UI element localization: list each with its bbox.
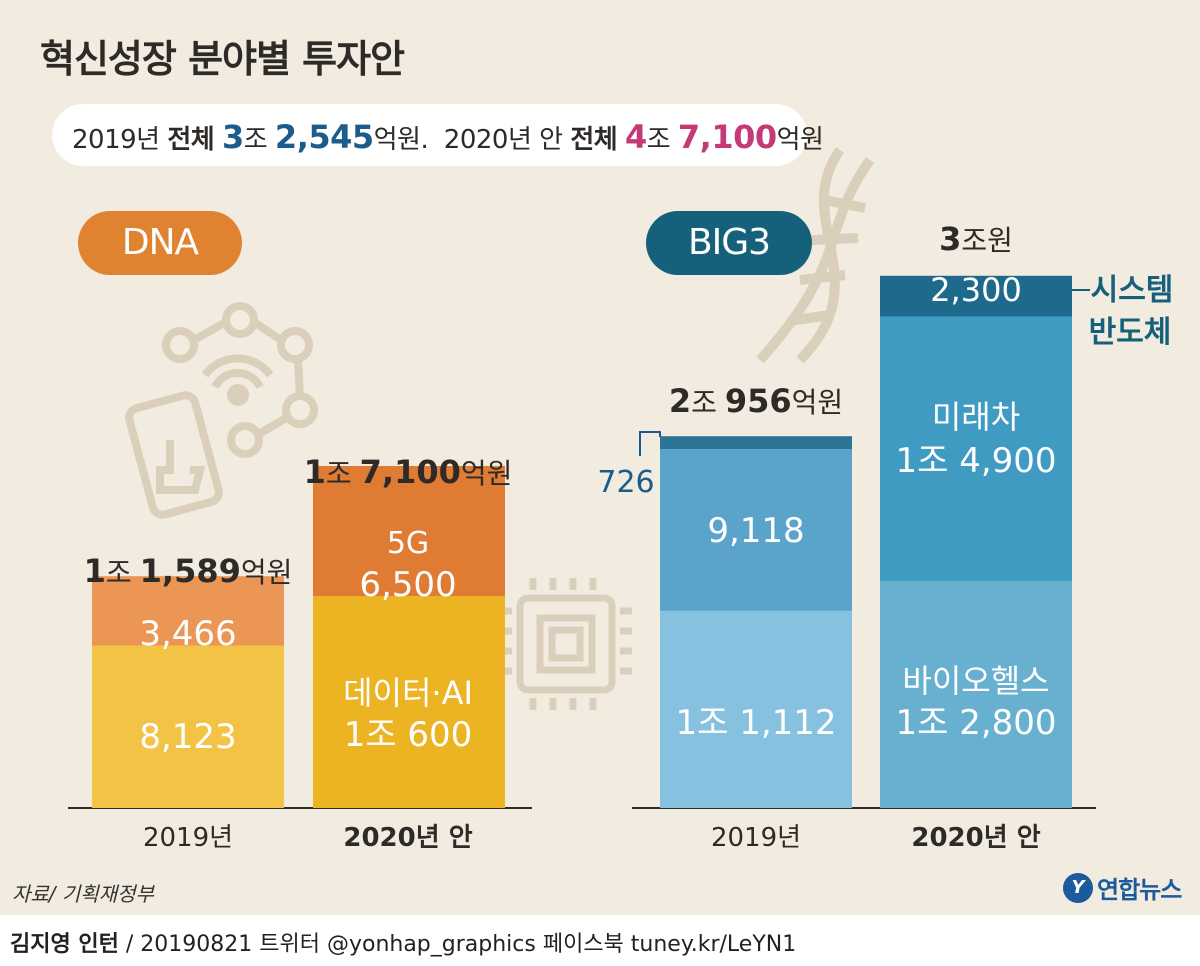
big3-2020-total: 3조원 xyxy=(939,220,1013,258)
dna-2019-total-unit: 억원 xyxy=(241,556,293,589)
summary-2019-eok: 2,545 xyxy=(274,118,374,156)
big3-category-2019: 2019년 xyxy=(711,823,801,853)
credit-details: / 20190821 트위터 @yonhap_graphics 페이스북 tun… xyxy=(125,932,797,957)
summary-2019-jo-unit: 조 xyxy=(243,125,268,155)
decor-chip-icon xyxy=(500,578,632,710)
yonhap-logo-icon: Y xyxy=(1063,872,1093,903)
dna-2020-total-jo-unit: 조 xyxy=(326,457,352,490)
dna-2019-total-jo-unit: 조 xyxy=(106,556,132,589)
big3-2020-car-segment xyxy=(880,316,1072,581)
dna-2020-total-rest: 7,100 xyxy=(360,453,461,491)
big3-2020-car-name: 미래차 xyxy=(932,398,1020,436)
dna-2020-total-jo: 1 xyxy=(304,453,326,491)
yonhap-logo: Y 연합뉴스 xyxy=(1063,870,1182,905)
summary-2020-eok: 7,100 xyxy=(677,118,777,156)
dna-2020-5g-value: 6,500 xyxy=(359,565,456,605)
big3-2020-bio-name: 바이오헬스 xyxy=(902,662,1049,700)
summary-2019-unit: 억원. xyxy=(373,125,429,155)
dna-group-pill: DNA xyxy=(78,211,242,275)
big3-2020-car-value: 1조 4,900 xyxy=(895,441,1056,481)
big3-2019-total-jo-unit: 조 xyxy=(691,386,717,419)
dna-2019-total-jo: 1 xyxy=(84,552,106,590)
big3-bar-2020 xyxy=(880,275,1072,808)
dna-2019-5g-segment xyxy=(92,576,284,646)
summary-box: 2019년 전체 3조 2,545억원. 2020년 안 전체 4조 7,100… xyxy=(52,104,824,166)
infographic-background: 혁신성장 분야별 투자안 2019년 전체 3조 2,545억원. 2020년 … xyxy=(0,0,1200,915)
credit-author: 김지영 인턴 xyxy=(10,932,119,957)
summary-2020-label: 2020년 안 xyxy=(443,125,563,155)
big3-bar-2019 xyxy=(660,436,852,808)
dna-2019-total-rest: 1,589 xyxy=(140,552,241,590)
big3-2020-chip-segment xyxy=(880,275,1072,317)
big3-2020-total-jo-unit: 조원 xyxy=(961,224,1013,257)
big3-2019-car-value: 9,118 xyxy=(707,511,804,551)
big3-2020-chip-value: 2,300 xyxy=(930,271,1022,309)
decor-network-hand-icon xyxy=(125,302,318,519)
big3-2019-chip-leader xyxy=(639,431,661,456)
big3-2020-total-jo: 3 xyxy=(939,220,961,258)
dna-2020-5g-segment xyxy=(313,466,505,596)
big3-2019-car-segment xyxy=(660,449,852,611)
big3-2019-chip-value: 726 xyxy=(597,465,654,500)
investment-chart: 8,123 3,466 데이터·AI 1조 600 5G 6,500 1조 1,5… xyxy=(68,147,1174,853)
big3-2020-bio-segment xyxy=(880,580,1072,808)
summary-2020-total-label: 전체 xyxy=(570,125,618,155)
dna-bar-2020 xyxy=(313,466,505,808)
dna-2019-data-ai-segment xyxy=(92,645,284,808)
dna-2020-total-unit: 억원 xyxy=(461,457,513,490)
big3-2019-bio-value: 1조 1,112 xyxy=(675,703,836,743)
summary-text: 2019년 전체 3조 2,545억원. 2020년 안 전체 4조 7,100… xyxy=(72,118,824,156)
credit-footer: 김지영 인턴 / 20190821 트위터 @yonhap_graphics 페… xyxy=(10,926,796,958)
dna-2020-data-ai-segment xyxy=(313,596,505,808)
dna-2020-data-ai-name: 데이터·AI xyxy=(343,674,473,712)
big3-group-pill: BIG3 xyxy=(646,211,812,275)
big3-category-2020: 2020년 안 xyxy=(911,823,1040,853)
dna-category-2020: 2020년 안 xyxy=(343,823,472,853)
summary-2020-unit: 억원 xyxy=(776,125,824,155)
dna-2019-5g-value: 3,466 xyxy=(139,614,236,654)
dna-2020-total: 1조 7,100억원 xyxy=(304,453,513,491)
dna-2020-5g-name: 5G xyxy=(387,526,429,561)
dna-2019-data-ai-value: 8,123 xyxy=(139,717,236,757)
summary-2020-jo: 4 xyxy=(624,118,647,156)
summary-2019-jo: 3 xyxy=(221,118,244,156)
summary-2020-jo-unit: 조 xyxy=(646,125,671,155)
big3-2020-bio-value: 1조 2,800 xyxy=(895,703,1056,743)
big3-2019-total-rest: 956 xyxy=(725,382,792,420)
big3-2019-chip-segment xyxy=(660,436,852,450)
big3-2019-total-jo: 2 xyxy=(669,382,691,420)
big3-2019-bio-segment xyxy=(660,610,852,808)
decor-dna-icon xyxy=(756,147,875,364)
summary-2019-label: 2019년 xyxy=(72,125,160,155)
dna-2020-data-ai-value: 1조 600 xyxy=(344,715,473,755)
yonhap-logo-text: 연합뉴스 xyxy=(1097,876,1182,904)
dna-bar-2019 xyxy=(92,576,284,808)
system-chip-label-line2: 반도체 xyxy=(1089,315,1172,350)
big3-2019-total: 2조 956억원 xyxy=(669,382,843,420)
dna-2019-total: 1조 1,589억원 xyxy=(84,552,293,590)
summary-2019-total-label: 전체 xyxy=(167,125,215,155)
source-note: 자료/ 기획재정부 xyxy=(12,882,154,906)
dna-category-2019: 2019년 xyxy=(143,823,233,853)
page-title: 혁신성장 분야별 투자안 xyxy=(40,37,405,81)
big3-2019-total-unit: 억원 xyxy=(792,386,844,419)
system-chip-label-line1: 시스템 xyxy=(1091,273,1174,308)
